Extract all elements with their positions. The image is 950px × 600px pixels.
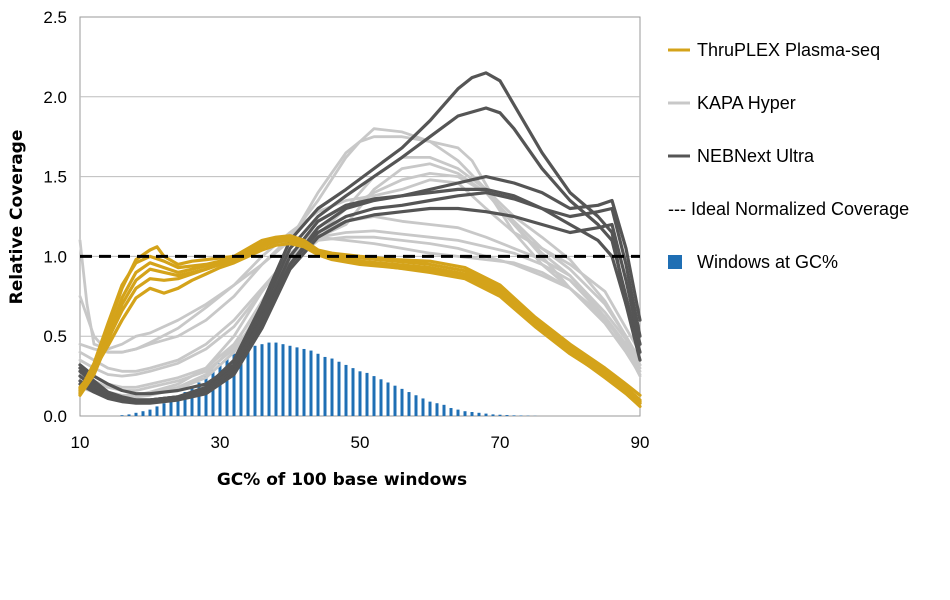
x-tick-label: 70 <box>491 433 510 452</box>
histogram-bar <box>337 361 341 416</box>
histogram-bar <box>302 348 306 416</box>
histogram-bar <box>204 376 208 416</box>
y-axis-ticks: 0.0 0.5 1.0 1.5 2.0 2.5 <box>43 8 67 426</box>
histogram-bar <box>183 392 187 416</box>
histogram-bar <box>512 415 516 416</box>
histogram-bar <box>169 400 173 416</box>
x-axis-ticks: 10 30 50 70 90 <box>71 433 650 452</box>
x-tick-label: 10 <box>71 433 90 452</box>
histogram-bar <box>344 364 348 416</box>
histogram-bar <box>365 372 369 416</box>
histogram-bar <box>428 401 432 416</box>
legend-label: KAPA Hyper <box>697 93 796 113</box>
histogram-bar <box>498 414 502 416</box>
histogram-bar <box>393 385 397 416</box>
thruplex-plasma-seq-line <box>78 237 642 404</box>
nebnext-ultra-line <box>78 191 642 404</box>
histogram-bar <box>491 414 495 416</box>
histogram-bar <box>435 403 439 416</box>
legend-label: NEBNext Ultra <box>697 146 815 166</box>
histogram-bar <box>281 344 285 416</box>
histogram-bar <box>288 345 292 416</box>
y-tick-label: 1.5 <box>43 168 67 187</box>
histogram-bar <box>505 415 509 416</box>
y-tick-label: 0.0 <box>43 407 67 426</box>
histogram-bar <box>309 350 313 416</box>
histogram-bar <box>246 347 250 416</box>
y-tick-label: 2.0 <box>43 88 67 107</box>
histogram-bar <box>141 411 145 416</box>
histogram-bar <box>372 376 376 416</box>
kapa-hyper-line <box>78 235 642 399</box>
histogram-bar <box>407 392 411 416</box>
histogram-bar <box>239 350 243 416</box>
histogram-bar <box>400 388 404 416</box>
histogram-bar <box>295 347 299 416</box>
histogram-bar <box>463 411 467 416</box>
thruplex-plasma-seq-line <box>78 242 642 408</box>
kapa-hyper-line <box>78 229 642 389</box>
histogram-bar <box>253 345 257 416</box>
x-tick-label: 50 <box>351 433 370 452</box>
y-tick-label: 2.5 <box>43 8 67 27</box>
histogram-bar <box>442 404 446 416</box>
histogram-bar <box>414 395 418 416</box>
kapa-hyper-line <box>78 215 642 378</box>
histogram-bar <box>155 406 159 416</box>
coverage-lines <box>78 71 642 408</box>
histogram-bar <box>358 371 362 416</box>
histogram-bar <box>351 368 355 416</box>
histogram-bar <box>267 342 271 416</box>
y-tick-label: 0.5 <box>43 327 67 346</box>
thruplex-plasma-seq-line <box>78 234 642 397</box>
histogram-bar <box>470 412 474 416</box>
histogram-bar <box>148 409 152 416</box>
histogram-bar <box>176 396 180 416</box>
histogram-bar <box>386 382 390 416</box>
legend-label: Windows at GC% <box>697 252 838 272</box>
histogram-bar <box>316 353 320 416</box>
legend-swatch-square <box>668 255 682 269</box>
histogram-bar <box>218 363 222 416</box>
x-tick-label: 90 <box>631 433 650 452</box>
histogram-windows-at-gc <box>120 342 537 416</box>
histogram-bar <box>456 409 460 416</box>
y-tick-label: 1.0 <box>43 247 67 266</box>
nebnext-ultra-line <box>78 187 642 396</box>
legend-label: --- Ideal Normalized Coverage <box>668 199 909 219</box>
histogram-bar <box>379 379 383 416</box>
histogram-bar <box>274 342 278 416</box>
histogram-bar <box>120 415 124 416</box>
histogram-bar <box>162 403 166 416</box>
histogram-bar <box>484 413 488 416</box>
y-axis-title: Relative Coverage <box>7 130 27 305</box>
x-tick-label: 30 <box>211 433 230 452</box>
histogram-bar <box>211 369 215 416</box>
histogram-bar <box>225 358 229 416</box>
x-axis-title: GC% of 100 base windows <box>217 470 467 490</box>
histogram-bar <box>260 344 264 416</box>
histogram-bar <box>127 414 131 416</box>
histogram-bar <box>449 408 453 416</box>
histogram-bar <box>330 358 334 416</box>
nebnext-ultra-line <box>78 206 642 405</box>
histogram-bar <box>232 353 236 416</box>
legend: ThruPLEX Plasma-seq KAPA Hyper NEBNext Ult… <box>668 40 909 272</box>
histogram-bar <box>421 398 425 416</box>
histogram-bar <box>323 356 327 416</box>
histogram-bar <box>197 382 201 416</box>
legend-label: ThruPLEX Plasma-seq <box>697 40 880 60</box>
histogram-bar <box>134 412 138 416</box>
histogram-bar <box>190 387 194 416</box>
histogram-bar <box>477 412 481 416</box>
